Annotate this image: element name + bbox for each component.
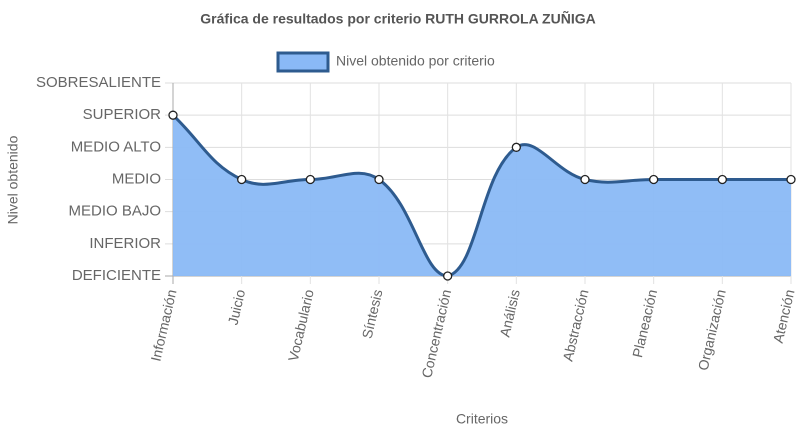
y-tick-label: DEFICIENTE [72, 267, 161, 284]
y-tick-label: MEDIO BAJO [68, 203, 161, 220]
y-tick-label: SOBRESALIENTE [36, 74, 161, 91]
point [717, 174, 727, 185]
area [173, 115, 791, 277]
chart-title: Gráfica de resultados por criterio RUTH … [200, 10, 595, 27]
x-axis-title: Criterios [456, 411, 508, 427]
x-tick-label: Vocabulario [285, 288, 317, 363]
y-tick-label: MEDIO [112, 170, 161, 187]
x-tick-label: Planeación [629, 288, 660, 359]
legend-swatch [276, 51, 330, 73]
point [786, 174, 796, 185]
point [443, 271, 453, 281]
x-tick-label: Concentración [418, 288, 454, 380]
legend-label: Nivel obtenido por criterio [336, 53, 495, 69]
x-tick-label: Abstracción [559, 288, 591, 363]
x-tick-label: Análisis [496, 288, 522, 339]
y-tick-label: SUPERIOR [83, 106, 162, 123]
point [580, 174, 590, 185]
line [171, 114, 791, 278]
point [511, 142, 521, 152]
point [237, 174, 247, 185]
y-tick-label: MEDIO ALTO [71, 138, 161, 155]
point [649, 174, 659, 185]
x-tick-label: Información [147, 288, 179, 363]
x-tick-label: Organización [695, 288, 729, 372]
point [168, 110, 178, 120]
y-tick-label: INFERIOR [89, 235, 161, 252]
y-axis-title: Nivel obtenido [5, 135, 21, 224]
x-tick-label: Síntesis [359, 288, 386, 340]
x-tick-label: Atención [770, 288, 796, 345]
x-tick-label: Juicio [225, 288, 249, 327]
point [305, 174, 315, 185]
point [374, 174, 384, 185]
